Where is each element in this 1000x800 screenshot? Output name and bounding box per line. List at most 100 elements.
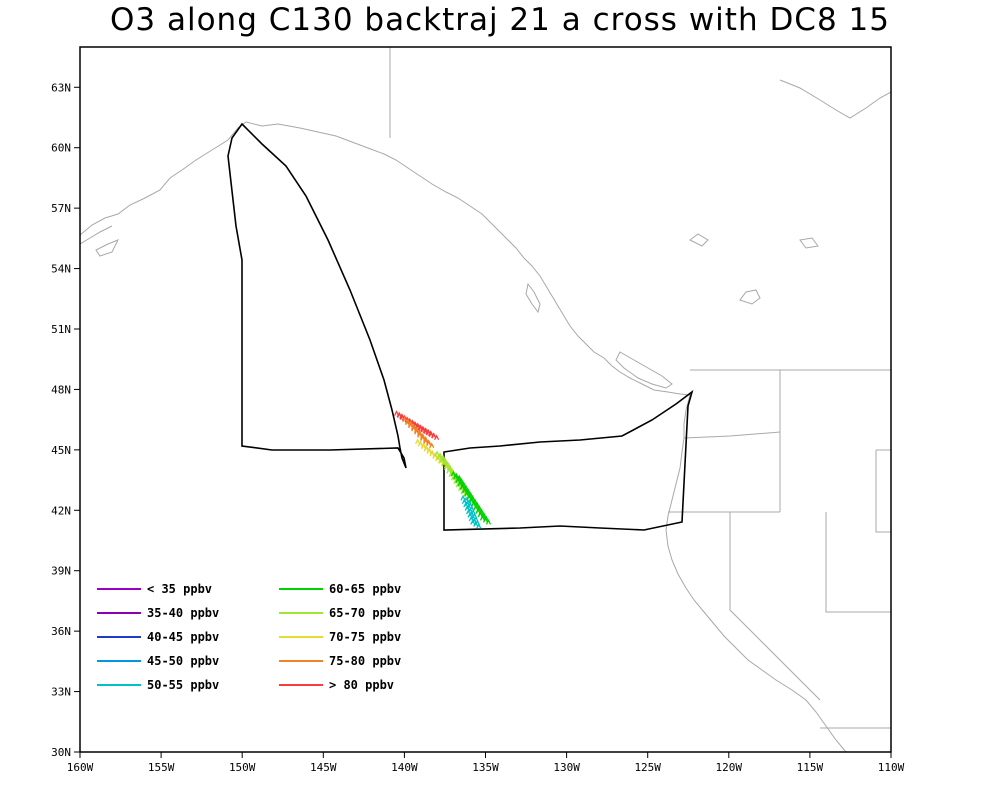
- border-mt-wy: [875, 449, 891, 533]
- lat-tick-label: 54N: [51, 263, 71, 276]
- coastline-alaska-peninsula: [80, 225, 113, 245]
- legend-label: 75-80 ppbv: [329, 654, 401, 668]
- ozone-trajectory-marker: [417, 440, 424, 447]
- ozone-trajectory-marker: [429, 450, 435, 457]
- legend-label: 40-45 ppbv: [147, 630, 219, 644]
- ozone-trajectory-marker: [450, 470, 456, 477]
- base-map: [80, 47, 891, 752]
- legend-label: > 80 ppbv: [329, 678, 394, 692]
- lat-tick-label: 51N: [51, 323, 71, 336]
- ozone-trajectory: [393, 410, 492, 529]
- ozone-trajectory-marker: [475, 508, 481, 514]
- ozone-trajectory-marker: [477, 511, 483, 518]
- ozone-legend: < 35 ppbv 35-40 ppbv 40-45 ppbv 45-50 ppbv 5…: [97, 582, 401, 692]
- ozone-trajectory-marker: [460, 488, 466, 495]
- coastline-vancouver-island: [615, 351, 673, 389]
- ozone-trajectory-marker: [428, 430, 434, 437]
- lat-tick-label: 48N: [51, 383, 71, 396]
- border-wa-or: [683, 431, 781, 440]
- latitude-axis: 30N 33N 36N 39N 42N 45N 48N 51N 54N 57N 60N 63N: [51, 81, 80, 759]
- ozone-trajectory-marker: [482, 516, 489, 523]
- lat-tick-label: 33N: [51, 686, 71, 699]
- ozone-trajectory-marker: [473, 504, 479, 511]
- lat-tick-label: 60N: [51, 142, 71, 155]
- ozone-trajectory-marker: [429, 442, 435, 449]
- ozone-trajectory-marker: [434, 450, 440, 457]
- coastline-north-lakes: [689, 233, 819, 305]
- lat-tick-label: 57N: [51, 202, 71, 215]
- ozone-trajectory-marker: [479, 514, 486, 521]
- legend-label: 50-55 ppbv: [147, 678, 219, 692]
- lon-tick-label: 110W: [878, 761, 905, 774]
- ozone-trajectory-marker: [426, 440, 432, 447]
- lon-tick-label: 115W: [797, 761, 824, 774]
- ozone-trajectory-marker: [446, 467, 452, 474]
- lon-tick-label: 160W: [67, 761, 94, 774]
- border-ca-nv: [729, 512, 821, 701]
- ozone-trajectory-marker: [420, 425, 426, 432]
- lat-tick-label: 45N: [51, 444, 71, 457]
- coastline-hudson-region: [779, 79, 891, 119]
- lon-tick-label: 145W: [310, 761, 337, 774]
- ozone-trajectory-marker: [393, 410, 400, 416]
- ozone-trajectory-marker: [396, 411, 402, 418]
- ozone-trajectory-marker: [436, 453, 443, 460]
- lat-tick-label: 39N: [51, 565, 71, 578]
- ozone-trajectory-marker: [402, 416, 408, 422]
- ozone-trajectory-marker: [453, 478, 459, 485]
- ozone-trajectory-marker: [461, 487, 468, 494]
- ozone-trajectory-marker: [434, 434, 440, 441]
- ozone-trajectory-marker: [448, 471, 454, 478]
- ozone-trajectory-marker: [470, 518, 476, 525]
- c130-flight-track: [227, 122, 407, 469]
- ozone-trajectory-marker: [476, 522, 482, 529]
- coastline-kodiak: [95, 239, 120, 257]
- legend-label: 70-75 ppbv: [329, 630, 401, 644]
- ozone-trajectory-marker: [423, 438, 429, 445]
- ozone-trajectory-marker: [464, 491, 470, 497]
- lat-tick-label: 36N: [51, 625, 71, 638]
- ozone-trajectory-marker: [426, 448, 432, 454]
- ozone-trajectory-marker: [411, 425, 417, 432]
- lon-tick-label: 150W: [229, 761, 256, 774]
- map-title: O3 along C130 backtraj 21 a cross with D…: [110, 2, 890, 38]
- legend-label: 60-65 ppbv: [329, 582, 401, 596]
- lat-tick-label: 42N: [51, 504, 71, 517]
- ozone-trajectory-marker: [439, 457, 445, 464]
- legend-label: < 35 ppbv: [147, 582, 212, 596]
- ozone-trajectory-marker: [443, 464, 450, 471]
- legend-label: 35-40 ppbv: [147, 606, 219, 620]
- ozone-trajectory-marker: [451, 474, 457, 481]
- coastline-pacific-northwest: [665, 394, 847, 752]
- ozone-trajectory-marker: [431, 432, 437, 439]
- ozone-trajectory-marker: [414, 422, 421, 429]
- ozone-trajectory-marker: [459, 484, 465, 490]
- dc8-flight-track: [443, 389, 694, 531]
- flight-tracks: [227, 122, 694, 531]
- ozone-trajectory-marker: [420, 435, 426, 441]
- ozone-trajectory-marker: [417, 424, 423, 430]
- ozone-trajectory-marker: [423, 445, 429, 452]
- lon-tick-label: 130W: [553, 761, 580, 774]
- coastline-alaska: [80, 121, 691, 396]
- lon-tick-label: 135W: [472, 761, 499, 774]
- legend-label: 45-50 ppbv: [147, 654, 219, 668]
- lon-tick-label: 155W: [148, 761, 175, 774]
- ozone-trajectory-marker: [455, 481, 461, 488]
- coastline-haida-gwaii: [525, 282, 541, 314]
- ozone-trajectory-marker: [422, 427, 428, 433]
- ozone-trajectory-marker: [458, 485, 464, 491]
- map-frame: [79, 46, 892, 753]
- ozone-trajectory-marker: [457, 480, 463, 487]
- lon-tick-label: 120W: [716, 761, 743, 774]
- longitude-axis: 160W 155W 150W 145W 140W 135W 130W 125W 120W 115W…: [67, 752, 905, 774]
- ozone-trajectory-marker: [452, 474, 459, 480]
- ozone-trajectory-marker: [414, 428, 420, 435]
- legend-label: 65-70 ppbv: [329, 606, 401, 620]
- lon-tick-label: 125W: [634, 761, 661, 774]
- lat-tick-label: 30N: [51, 746, 71, 759]
- border-nv-ut: [825, 512, 891, 613]
- ozone-trajectory-marker: [425, 428, 431, 435]
- ozone-trajectory-marker: [417, 432, 423, 438]
